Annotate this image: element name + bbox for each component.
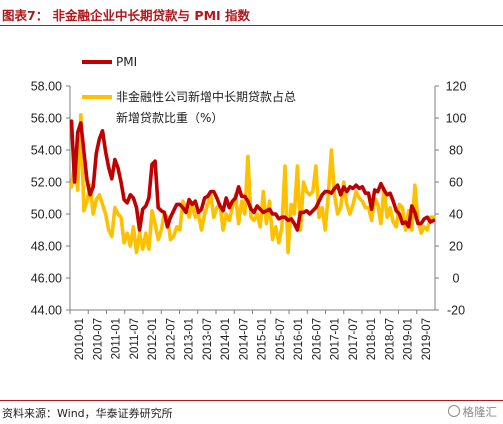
chart: 44.00 46.00 48.00 50.00 52.00 54.00 56.00 58.00… [31, 55, 467, 361]
legend-label-loans: 非金融性公司新增中长期贷款占总 [116, 89, 296, 104]
x-tick-label: 2017-07 [348, 318, 360, 360]
x-tick-label: 2019-07 [421, 318, 433, 360]
y-left-tick-label: 56.00 [31, 112, 62, 126]
y-left-tick-label: 50.00 [31, 208, 62, 222]
x-tick-label: 2016-07 [311, 318, 323, 360]
legend-label-pmi: PMI [116, 55, 137, 69]
y-right-tick-label: 120 [446, 80, 467, 94]
x-tick-label: 2010-01 [74, 318, 86, 360]
series-line-pmi [69, 119, 436, 232]
x-tick-label: 2015-07 [275, 318, 287, 360]
title-bar: 图表7： 非金融企业中长期贷款与 PMI 指数 [0, 0, 503, 26]
y-right-tick-label: 100 [446, 112, 467, 126]
x-tick-label: 2018-07 [384, 318, 396, 360]
footer-divider [0, 400, 503, 401]
chart-legend: PMI 非金融性公司新增中长期贷款占总 新增贷款比重（%） [82, 55, 296, 125]
y-left-tick-label: 46.00 [31, 272, 62, 286]
x-tick-label: 2017-01 [330, 318, 342, 360]
y-right-tick-label: 80 [449, 144, 463, 158]
x-tick-label: 2011-07 [129, 318, 141, 359]
x-tick-label: 2010-07 [92, 318, 104, 360]
y-right-tick-label: 60 [449, 176, 463, 190]
x-tick-label: 2014-01 [220, 318, 232, 360]
y-left-tick-label: 48.00 [31, 240, 62, 254]
y-left-tick-label: 44.00 [31, 304, 62, 318]
watermark: 格隆汇 [447, 404, 498, 420]
x-tick-label: 2014-07 [238, 318, 250, 360]
watermark-text: 格隆汇 [462, 405, 498, 419]
y-right-tick-label: 40 [449, 208, 463, 222]
y-left-tick-label: 58.00 [31, 80, 62, 94]
x-tick-label: 2019-01 [403, 318, 415, 360]
x-tick-label: 2015-01 [257, 318, 269, 360]
chart-series [69, 113, 436, 255]
y-left-tick-label: 54.00 [31, 144, 62, 158]
x-tick-label: 2013-01 [184, 318, 196, 360]
chart-axes: 44.00 46.00 48.00 50.00 52.00 54.00 56.00 58.00… [31, 80, 467, 361]
y-right-tick-label: 0 [453, 272, 460, 286]
x-tick-label: 2012-01 [147, 318, 159, 360]
x-tick-label: 2011-01 [111, 318, 123, 359]
x-tick-label: 2012-07 [165, 318, 177, 360]
source-note: 资料来源：Wind，华泰证券研究所 [2, 407, 173, 420]
watermark-icon [447, 405, 460, 417]
x-tick-label: 2013-07 [202, 318, 214, 360]
chart-title: 图表7： 非金融企业中长期贷款与 PMI 指数 [2, 8, 251, 23]
legend-label-loans-line2: 新增贷款比重（%） [116, 110, 223, 125]
y-right-tick-label: 20 [449, 240, 463, 254]
x-tick-label: 2016-01 [293, 318, 305, 360]
title-divider [0, 25, 503, 26]
y-left-tick-label: 52.00 [31, 176, 62, 190]
x-tick-label: 2018-01 [366, 318, 378, 360]
y-right-tick-label: -20 [447, 304, 465, 318]
